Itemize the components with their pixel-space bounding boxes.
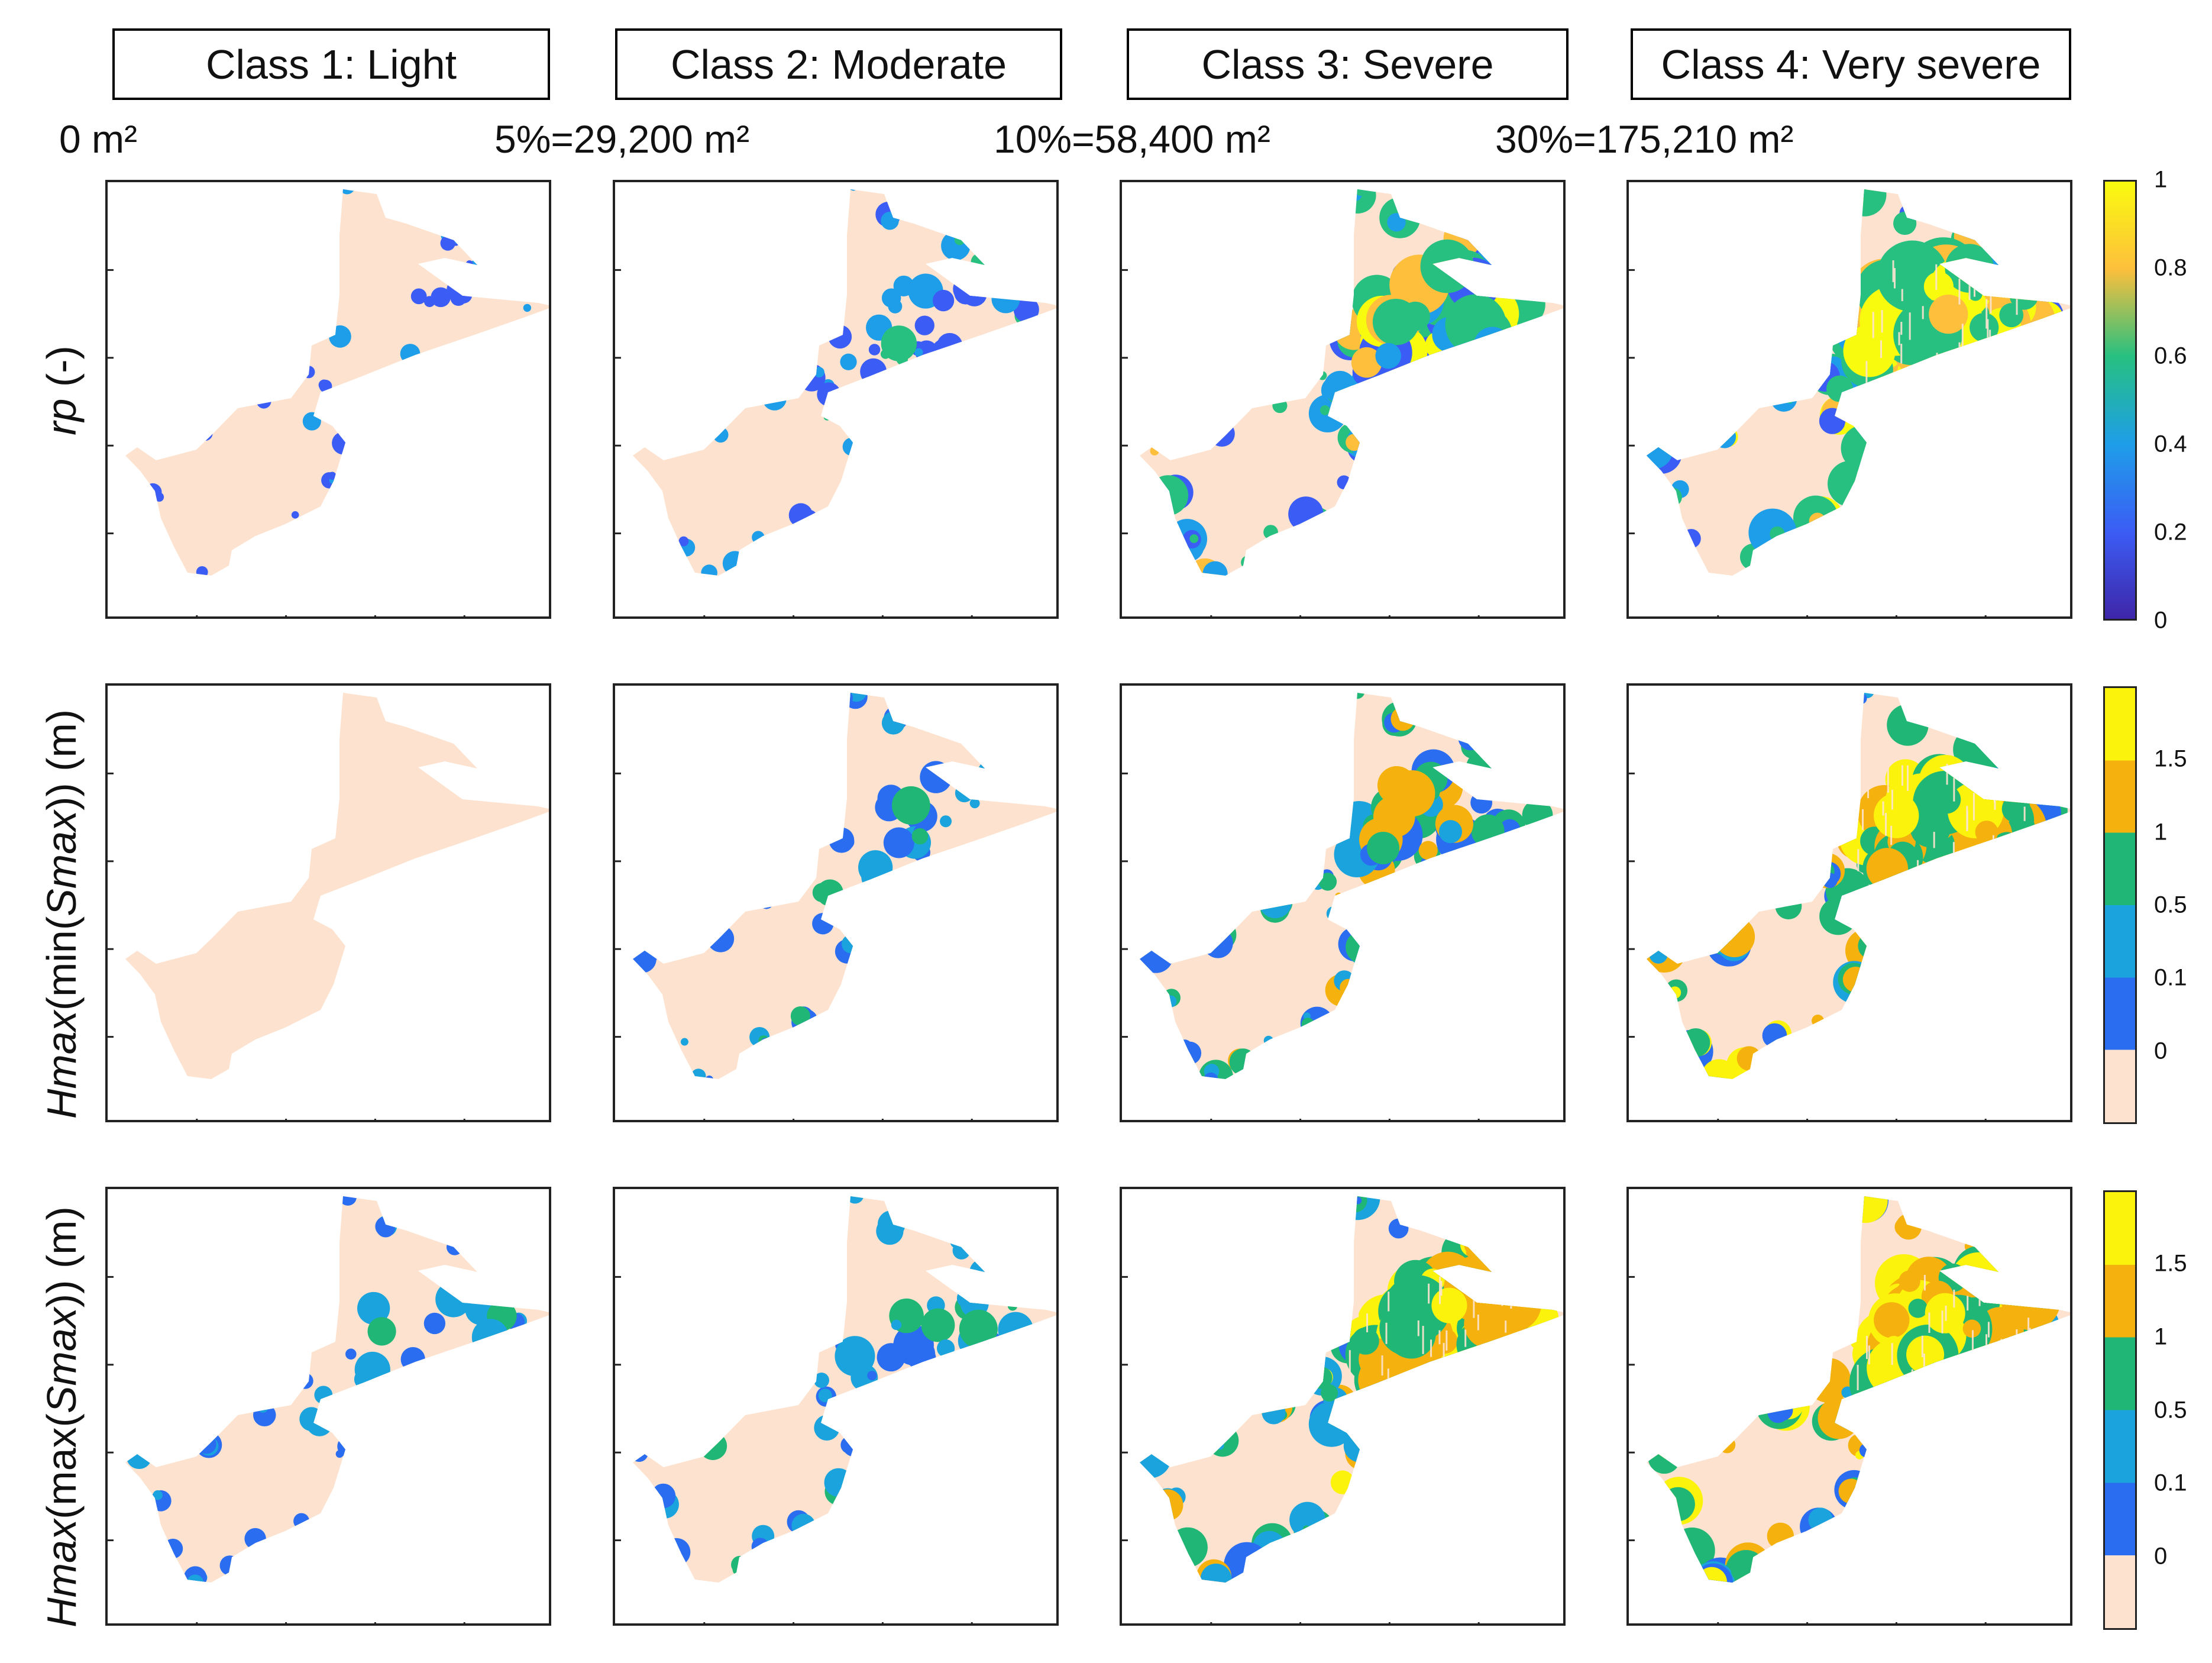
island-map (615, 189, 1056, 616)
island-map (615, 693, 1056, 1120)
island-land (125, 693, 549, 1079)
island-map (1629, 1196, 2070, 1623)
row-label-hmax-min-smax: Hmax(min(Smax)) (m) (38, 709, 85, 1119)
island-map (1122, 1196, 1563, 1623)
row-label-hmax-max-smax: Hmax(max(Smax)) (m) (38, 1206, 85, 1628)
colorbar-tick-label: 1.5 (2154, 745, 2187, 772)
map-panel-row2-class2 (613, 683, 1059, 1122)
map-panel-row1-class4 (1626, 180, 2072, 619)
island-land (125, 189, 549, 576)
column-header-class-4: Class 4: Very severe (1631, 28, 2071, 100)
island-map (108, 1196, 549, 1623)
colorbar-row3 (2103, 1190, 2137, 1630)
threshold-label-2: 5%=29,200 m² (494, 117, 750, 161)
island-land (633, 189, 1056, 576)
map-panel-row2-class1 (105, 683, 551, 1122)
colorbar-tick-label: 1 (2154, 1323, 2168, 1350)
island-map (1629, 189, 2070, 616)
island-map (1122, 693, 1563, 1120)
map-panel-row3-class2 (613, 1187, 1059, 1626)
colorbar-tick-label: 1 (2154, 166, 2168, 193)
map-panel-row3-class3 (1120, 1187, 1566, 1626)
map-panel-row1-class1 (105, 180, 551, 619)
island-land (1140, 693, 1563, 1079)
threshold-label-4: 30%=175,210 m² (1495, 117, 1794, 161)
colorbar-tick-label: 0 (2154, 607, 2168, 634)
flood-patches (1140, 1196, 1559, 1583)
threshold-label-1: 0 m² (59, 117, 137, 161)
column-header-class-1: Class 1: Light (112, 28, 550, 100)
colorbar-row2 (2103, 686, 2137, 1124)
flood-patches (1648, 1196, 2061, 1583)
island-land (125, 1196, 549, 1583)
colorbar-tick-label: 0.6 (2154, 343, 2187, 369)
column-header-class-3: Class 3: Severe (1127, 28, 1569, 100)
map-panel-row2-class4 (1626, 683, 2072, 1122)
column-header-class-2: Class 2: Moderate (615, 28, 1062, 100)
threshold-label-3: 10%=58,400 m² (994, 117, 1270, 161)
row-label-rp: rp (-) (38, 345, 85, 435)
colorbar-row1 (2103, 180, 2137, 621)
colorbar-tick-label: 0.8 (2154, 254, 2187, 281)
colorbar-tick-label: 1 (2154, 819, 2168, 845)
colorbar-tick-label: 0 (2154, 1038, 2168, 1064)
island-map (108, 189, 549, 616)
island-map (108, 693, 549, 1120)
colorbar-tick-label: 0 (2154, 1543, 2168, 1570)
island-land (633, 693, 1056, 1079)
map-panel-row1-class2 (613, 180, 1059, 619)
island-land (633, 1196, 1056, 1583)
map-panel-row3-class1 (105, 1187, 551, 1626)
colorbar-tick-label: 0.5 (2154, 892, 2187, 918)
colorbar-tick-label: 0.1 (2154, 1470, 2187, 1496)
map-panel-row3-class4 (1626, 1187, 2072, 1626)
map-panel-row1-class3 (1120, 180, 1566, 619)
flood-patches (1647, 693, 2068, 1079)
map-panel-row2-class3 (1120, 683, 1566, 1122)
island-map (615, 1196, 1056, 1623)
colorbar-tick-label: 0.4 (2154, 431, 2187, 457)
island-map (1122, 189, 1563, 616)
colorbar-tick-label: 0.5 (2154, 1397, 2187, 1423)
colorbar-tick-label: 0.2 (2154, 519, 2187, 545)
island-map (1629, 693, 2070, 1120)
island-land (1140, 1196, 1563, 1583)
colorbar-tick-label: 1.5 (2154, 1250, 2187, 1277)
colorbar-tick-label: 0.1 (2154, 964, 2187, 991)
